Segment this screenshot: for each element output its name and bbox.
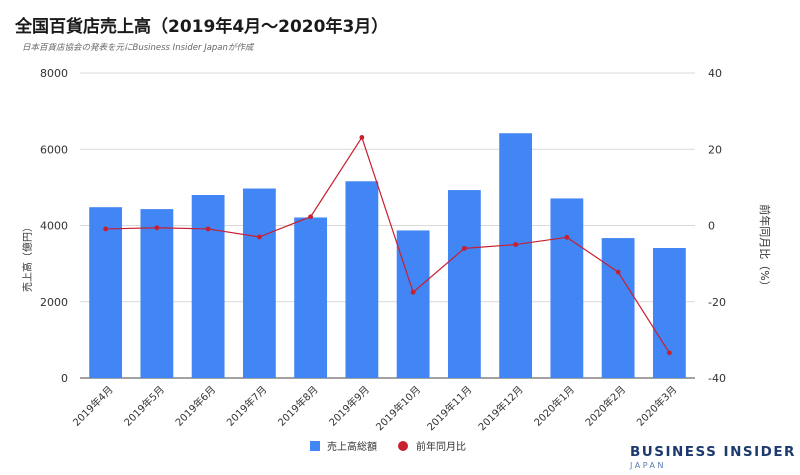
brand-name: BUSINESS INSIDER [630, 444, 796, 460]
x-tick-label: 2019年11月 [424, 383, 474, 433]
y-axis-label-right: 前年同月比（%） [758, 204, 772, 291]
bar [140, 209, 174, 378]
line-series [105, 136, 670, 354]
y-tick-left: 6000 [40, 143, 68, 156]
y-tick-right: 40 [708, 67, 722, 80]
line-point [359, 135, 365, 140]
bar [345, 181, 379, 378]
line-point [513, 242, 519, 247]
y-tick-left: 8000 [40, 67, 68, 80]
y-tick-left: 0 [61, 372, 68, 385]
line-point [410, 289, 416, 295]
line-point [564, 234, 570, 240]
x-tick-label: 2019年10月 [373, 383, 423, 433]
x-tick-label: 2019年9月 [326, 383, 372, 429]
y-tick-right: -20 [708, 296, 726, 309]
legend-swatch-line [398, 441, 408, 451]
legend-label-bar: 売上高総額 [327, 440, 377, 453]
bar [499, 133, 533, 378]
bar [550, 198, 584, 378]
y-tick-left: 4000 [40, 220, 68, 233]
x-tick-label: 2019年5月 [121, 383, 167, 429]
chart-title: 全国百貨店売上高（2019年4月～2020年3月） [15, 17, 389, 37]
x-tick-label: 2020年1月 [531, 383, 577, 429]
y-tick-right: 20 [708, 143, 722, 156]
line-point [461, 245, 467, 251]
x-tick-label: 2019年4月 [70, 383, 116, 429]
line-point [615, 269, 621, 275]
bar [601, 238, 635, 378]
legend: 売上高総額 前年同月比 [310, 440, 466, 453]
bar [447, 190, 481, 378]
bar [652, 247, 686, 378]
x-tick-label: 2020年2月 [582, 383, 628, 429]
x-tick-label: 2019年6月 [172, 383, 218, 429]
bar [89, 207, 123, 378]
bar [242, 188, 276, 378]
brand-region: JAPAN [630, 461, 666, 470]
x-tick-label: 2020年3月 [634, 383, 680, 429]
line-point [308, 214, 314, 220]
line-point [154, 225, 160, 231]
line-point [205, 226, 211, 232]
chart-subtitle: 日本百貨店協会の発表を元にBusiness Insider Japanが作成 [22, 43, 254, 53]
x-tick-label: 2019年8月 [275, 383, 321, 429]
line-point [666, 350, 672, 356]
y-axis-label-left: 売上高（億円） [21, 222, 34, 292]
x-tick-label: 2019年7月 [224, 383, 270, 429]
y-tick-right: -40 [708, 372, 726, 385]
legend-swatch-bar [310, 441, 320, 451]
bar [294, 217, 328, 378]
line-point [103, 226, 109, 232]
brand-logo: BUSINESS INSIDER JAPAN [630, 444, 796, 470]
bar [396, 230, 430, 378]
x-tick-label: 2019年12月 [475, 383, 525, 433]
line-point [256, 234, 262, 240]
y-tick-left: 2000 [40, 296, 68, 309]
legend-label-line: 前年同月比 [416, 440, 466, 453]
y-tick-right: 0 [708, 220, 715, 233]
bar [191, 195, 225, 378]
